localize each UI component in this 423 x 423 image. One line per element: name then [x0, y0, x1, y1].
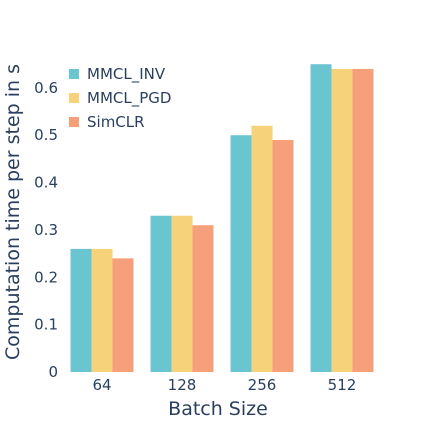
x-axis-ticks: 64 128 256 512 [92, 376, 356, 394]
x-tick-label: 64 [92, 376, 111, 394]
bar-mmcl-inv-64 [70, 248, 92, 372]
y-tick-label: 0.3 [34, 221, 58, 239]
bar-simclr-128 [192, 225, 214, 372]
x-tick-label: 128 [168, 376, 197, 394]
x-tick-label: 256 [248, 376, 277, 394]
y-tick-label: 0.2 [34, 268, 58, 286]
y-tick-label: 0.1 [34, 316, 58, 334]
legend-swatch [69, 93, 79, 103]
bar-mmcl-inv-128 [150, 215, 172, 372]
bar-simclr-64 [112, 258, 134, 372]
y-axis-ticks: 0 0.1 0.2 0.3 0.4 0.5 0.6 [34, 79, 58, 381]
bar-mmcl-pgd-256 [251, 125, 273, 372]
legend-swatch [69, 69, 79, 79]
bar-mmcl-inv-256 [230, 135, 252, 372]
y-tick-label: 0.4 [34, 174, 58, 192]
bar-simclr-512 [352, 68, 374, 373]
y-axis-title: Computation time per step in s [2, 64, 24, 360]
bar-mmcl-inv-512 [310, 64, 332, 373]
legend-label: MMCL_INV [87, 65, 166, 84]
bars-layer [70, 64, 374, 373]
legend-label: SimCLR [87, 113, 145, 131]
y-tick-label: 0.6 [34, 79, 58, 97]
bar-mmcl-pgd-64 [91, 248, 113, 372]
bar-simclr-256 [272, 139, 294, 372]
legend-swatch [69, 117, 79, 127]
y-tick-label: 0.5 [34, 126, 58, 144]
legend-label: MMCL_PGD [87, 89, 171, 108]
x-axis-title: Batch Size [168, 398, 268, 420]
y-tick-label: 0 [48, 363, 58, 381]
x-tick-label: 512 [328, 376, 357, 394]
legend: MMCL_INV MMCL_PGD SimCLR [69, 65, 171, 131]
bar-mmcl-pgd-128 [171, 215, 193, 372]
bar-mmcl-pgd-512 [331, 68, 353, 373]
